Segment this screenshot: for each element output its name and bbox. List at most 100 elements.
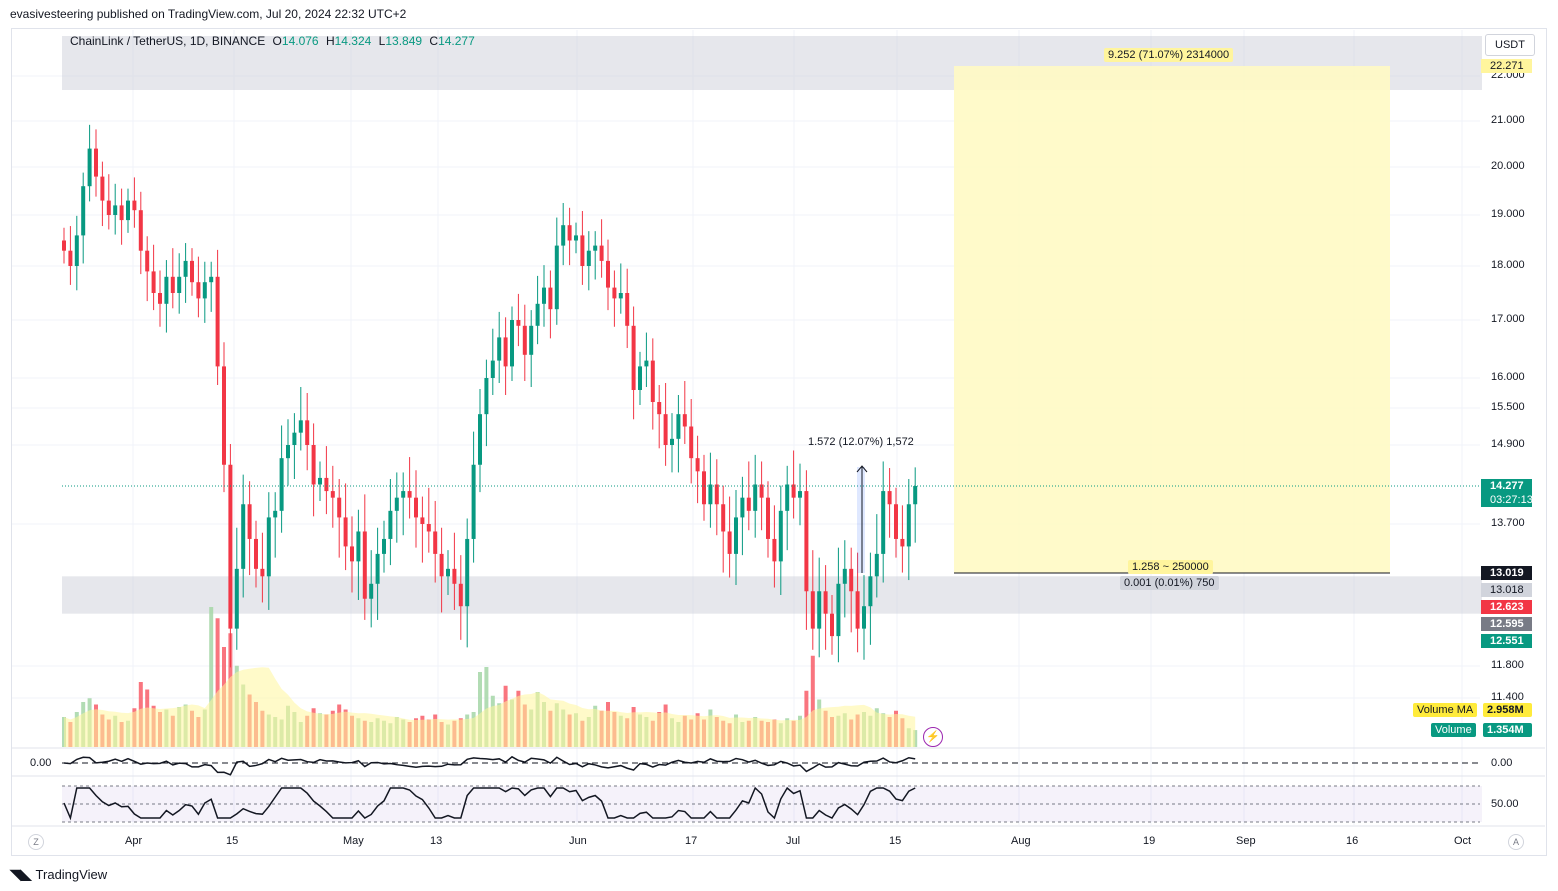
rsi-line <box>63 786 916 821</box>
volume-bar-66 <box>484 667 489 747</box>
footer-brand[interactable]: ◥◣ TradingView <box>10 866 107 883</box>
candle-body-10 <box>126 200 130 221</box>
candle-body-85 <box>606 260 610 288</box>
candle-body-8 <box>113 205 118 215</box>
time-tick-3: 13 <box>430 835 443 847</box>
legend-close-label: C <box>429 34 439 48</box>
currency-button[interactable]: USDT <box>1485 34 1535 56</box>
candle-body-60 <box>446 568 450 577</box>
candle-body-46 <box>356 531 361 562</box>
target-label: 9.252 (71.07%) 2314000 <box>1104 48 1234 62</box>
candle-body-83 <box>593 245 598 251</box>
candle-body-106 <box>740 497 745 518</box>
candle-body-18 <box>177 276 182 293</box>
time-tick-0: Apr <box>125 835 143 847</box>
stop-price-tag: 13.018 <box>1481 583 1532 597</box>
candle-body-84 <box>599 245 604 261</box>
candle-body-6 <box>100 176 105 201</box>
candle-body-69 <box>503 337 508 367</box>
candle-body-30 <box>254 538 258 569</box>
candle-body-90 <box>638 366 642 390</box>
candle-body-23 <box>209 276 214 283</box>
candle-body-86 <box>612 287 617 299</box>
target-rect <box>954 66 1390 573</box>
candle-body-39 <box>311 445 316 485</box>
candle-body-115 <box>798 491 802 498</box>
candle-body-96 <box>676 414 681 439</box>
auto-scale-button[interactable]: A <box>1508 834 1524 850</box>
candle-body-4 <box>87 148 92 187</box>
candle-body-31 <box>260 568 265 577</box>
target-box <box>954 66 1390 574</box>
candle-body-22 <box>202 282 207 299</box>
time-tick-2: May <box>343 835 364 847</box>
countdown-tag: 03:27:13 <box>1481 493 1533 507</box>
osc1-line <box>63 755 916 776</box>
candle-body-118 <box>817 591 822 629</box>
candle-body-64 <box>471 464 476 539</box>
candle-body-42 <box>330 491 335 498</box>
candle-body-120 <box>830 613 834 637</box>
lightning-icon[interactable]: ⚡ <box>923 727 943 747</box>
candle-body-125 <box>862 606 866 629</box>
candle-body-15 <box>158 293 162 304</box>
volume-ma-area <box>64 667 916 747</box>
measure-arrow <box>856 465 868 473</box>
oscillators <box>12 747 1545 827</box>
candle-body-104 <box>727 531 732 554</box>
candle-body-62 <box>458 583 463 607</box>
candle-body-74 <box>535 303 540 326</box>
candle-body-55 <box>414 497 418 518</box>
candle-body-63 <box>465 538 470 607</box>
candle-body-97 <box>682 414 687 427</box>
candle-body-47 <box>362 531 367 599</box>
candle-body-28 <box>241 504 246 569</box>
candle-body-71 <box>516 320 521 326</box>
candle-body-130 <box>894 504 898 539</box>
measure-rect <box>857 467 865 573</box>
candle-body-103 <box>721 504 726 532</box>
legend-high-value: 14.324 <box>334 34 372 48</box>
footer-brand-text: TradingView <box>35 867 108 882</box>
candle-body-94 <box>663 414 668 445</box>
candle-body-107 <box>746 497 751 511</box>
candle-body-57 <box>426 524 431 532</box>
candle-body-68 <box>497 337 502 361</box>
time-tick-8: Aug <box>1011 835 1031 847</box>
measure-label: 1.572 (12.07%) 1,572 <box>808 436 914 448</box>
candle-body-41 <box>324 477 329 492</box>
candle-body-32 <box>266 517 271 577</box>
candle-body-29 <box>247 504 252 539</box>
candle-body-80 <box>574 235 578 241</box>
candle-body-52 <box>394 497 399 511</box>
target-price-tag: 22.271 <box>1481 59 1532 73</box>
candle-body-19 <box>183 260 188 277</box>
candle-body-76 <box>548 287 553 310</box>
candle-body-26 <box>228 464 233 629</box>
price-tick-3: 19.000 <box>1491 208 1525 220</box>
candle-body-100 <box>702 471 706 505</box>
volume-value: 1.354M <box>1483 723 1532 737</box>
red-price-tag: 12.623 <box>1481 600 1532 614</box>
legend-open-label: O <box>272 34 282 48</box>
candle-body-35 <box>286 445 290 459</box>
zoom-button[interactable]: Z <box>28 834 44 850</box>
candle-body-54 <box>407 491 412 498</box>
candle-body-129 <box>887 491 892 505</box>
candle-body-13 <box>145 250 150 272</box>
candle-body-14 <box>151 271 156 293</box>
candle-body-132 <box>906 504 911 547</box>
candle-body-72 <box>522 325 527 355</box>
candle-body-119 <box>823 591 828 614</box>
candle-body-105 <box>734 517 738 554</box>
entry-price-tag: 13.019 <box>1481 566 1532 580</box>
time-tick-4: Jun <box>569 835 587 847</box>
candle-body-79 <box>567 225 572 241</box>
candle-body-92 <box>650 360 655 402</box>
volume-bar-65 <box>478 672 482 747</box>
osc2-right-label: 50.00 <box>1491 798 1519 810</box>
legend-open-value: 14.076 <box>281 34 319 48</box>
candle-body-16 <box>164 276 169 304</box>
candle-body-98 <box>689 426 694 459</box>
